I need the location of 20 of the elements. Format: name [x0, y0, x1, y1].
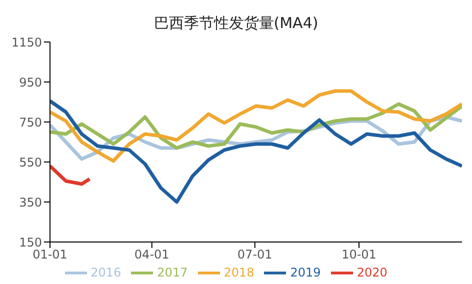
legend-label: 2019 [290, 265, 321, 280]
legend-label: 2018 [224, 265, 254, 280]
chart-title: 巴西季节性发货量(MA4) [152, 14, 320, 34]
y-tick-label: 550 [19, 155, 42, 170]
y-tick-label: 1150 [11, 35, 42, 50]
legend-label: 2016 [90, 265, 122, 280]
line-series [50, 89, 462, 163]
x-tick-label: 01-01 [32, 248, 68, 262]
x-tick-label: 07-01 [237, 248, 272, 262]
x-tick-label: 10-01 [342, 248, 376, 262]
legend-label: 2017 [157, 265, 188, 280]
line-series [50, 164, 92, 186]
line-series [50, 99, 462, 204]
y-tick-label: 950 [19, 75, 42, 90]
y-tick-label: 750 [19, 115, 42, 130]
line-series [50, 102, 462, 150]
y-tick-label: 350 [19, 195, 42, 210]
x-tick-label: 04-01 [134, 248, 170, 262]
y-tick-label: 150 [19, 235, 42, 250]
legend-label: 2020 [356, 265, 388, 280]
